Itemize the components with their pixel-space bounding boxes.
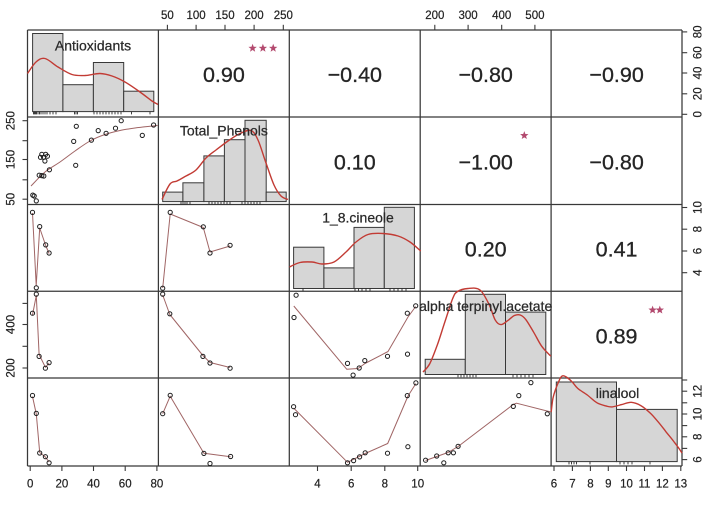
svg-text:0: 0 — [693, 111, 705, 117]
svg-text:0: 0 — [27, 479, 33, 491]
svg-text:6: 6 — [551, 479, 557, 491]
svg-text:0.41: 0.41 — [596, 238, 638, 262]
svg-text:150: 150 — [215, 10, 234, 22]
svg-text:−0.80: −0.80 — [589, 151, 643, 175]
svg-text:50: 50 — [6, 193, 18, 206]
svg-text:300: 300 — [459, 10, 478, 22]
svg-text:Antioxidants: Antioxidants — [55, 37, 131, 53]
svg-text:−1.00: −1.00 — [458, 151, 512, 175]
svg-text:9: 9 — [605, 479, 611, 491]
svg-text:150: 150 — [6, 150, 18, 169]
svg-text:−0.40: −0.40 — [328, 63, 382, 87]
svg-text:11: 11 — [639, 479, 651, 491]
svg-text:−0.80: −0.80 — [458, 63, 512, 87]
svg-text:60: 60 — [119, 479, 132, 491]
svg-text:alpha terpinyl.acetate: alpha terpinyl.acetate — [419, 298, 552, 314]
svg-text:60: 60 — [693, 46, 705, 59]
svg-text:13: 13 — [674, 479, 687, 491]
svg-text:8: 8 — [382, 479, 388, 491]
svg-text:12: 12 — [656, 479, 669, 491]
svg-text:200: 200 — [6, 358, 18, 377]
svg-text:80: 80 — [693, 26, 705, 39]
svg-text:100: 100 — [187, 10, 206, 22]
svg-text:400: 400 — [492, 10, 511, 22]
svg-text:10: 10 — [693, 408, 705, 421]
svg-text:6: 6 — [693, 248, 705, 254]
svg-text:20: 20 — [56, 479, 69, 491]
svg-text:7: 7 — [569, 479, 575, 491]
svg-text:250: 250 — [274, 10, 293, 22]
svg-text:8: 8 — [693, 434, 705, 440]
svg-text:6: 6 — [348, 479, 354, 491]
svg-text:10: 10 — [693, 201, 705, 214]
svg-text:10: 10 — [411, 479, 424, 491]
svg-text:0.90: 0.90 — [203, 63, 245, 87]
svg-text:4: 4 — [693, 269, 705, 276]
svg-text:10: 10 — [620, 479, 633, 491]
svg-text:4: 4 — [314, 479, 321, 491]
svg-text:6: 6 — [693, 456, 705, 462]
svg-text:−0.90: −0.90 — [589, 63, 643, 87]
svg-text:8: 8 — [587, 479, 593, 491]
svg-text:0.20: 0.20 — [465, 238, 507, 262]
svg-text:20: 20 — [693, 87, 705, 100]
svg-text:12: 12 — [693, 385, 705, 398]
svg-text:40: 40 — [693, 67, 705, 80]
svg-text:500: 500 — [525, 10, 544, 22]
svg-text:400: 400 — [6, 315, 18, 334]
svg-text:1_8.cineole: 1_8.cineole — [322, 210, 394, 226]
svg-text:50: 50 — [161, 10, 174, 22]
svg-text:0.10: 0.10 — [334, 151, 376, 175]
svg-text:0.89: 0.89 — [596, 325, 638, 349]
svg-text:8: 8 — [693, 226, 705, 232]
svg-text:250: 250 — [6, 111, 18, 130]
svg-text:linalool: linalool — [596, 385, 640, 401]
svg-text:200: 200 — [245, 10, 264, 22]
svg-text:200: 200 — [425, 10, 444, 22]
svg-text:80: 80 — [151, 479, 164, 491]
svg-text:Total_Phenols: Total_Phenols — [180, 123, 268, 139]
svg-text:40: 40 — [87, 479, 100, 491]
